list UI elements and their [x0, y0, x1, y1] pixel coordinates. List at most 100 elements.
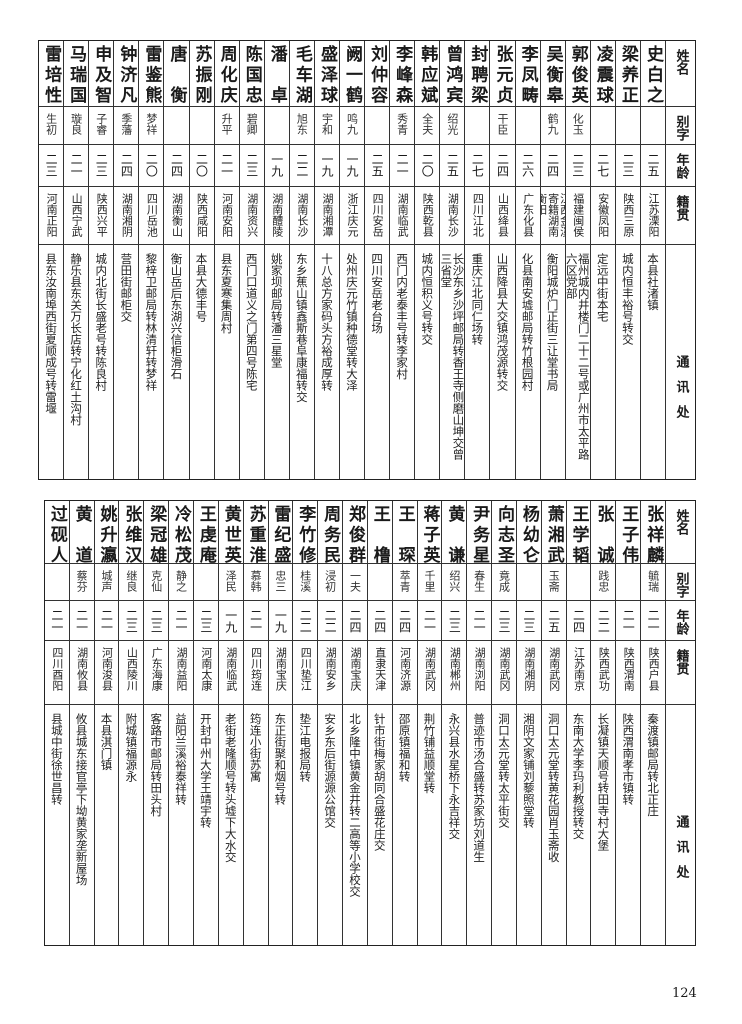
person-age-cell: 二四 [367, 601, 392, 641]
person-address-cell: 衡阳城炉门正街三让堂书局 [541, 245, 565, 479]
person-alias: 克仙 [149, 570, 163, 592]
person-age: 二三 [244, 153, 259, 177]
person-address: 湘阴文家铺刘藜照堂转 [521, 713, 536, 828]
person-age-cell: 二二 [293, 601, 318, 641]
person-name: 向志圣 [494, 505, 515, 563]
header-address-label: 通讯处 [673, 355, 689, 430]
person-address-cell: 永兴县水星桥下永吉祥交 [442, 705, 466, 945]
person-age-cell: 二三 [119, 601, 144, 641]
person-native-place: 陕西武功 [597, 647, 611, 691]
person-column: 凌震球 二七 安徽凤阳 定远中街本宅 [589, 41, 615, 479]
person-name-cell: 韩应斌 [415, 41, 440, 107]
person-alias-cell: 化玉 [565, 107, 590, 145]
person-column: 刘仲容 二五 四川安岳 四川安岳老台场 [364, 41, 390, 479]
person-address-cell: 重庆江北同仁场转 [465, 245, 489, 479]
person-native-place: 河南安阳 [220, 193, 234, 237]
person-native-place: 湖南武冈 [547, 647, 561, 691]
person-native-place-cell: 福建闽侯 [565, 187, 590, 245]
person-column: 张维汉 继良 二三 山西陵川 附城镇福源永 [118, 501, 144, 945]
person-alias-cell: 季藩 [114, 107, 139, 145]
person-age-cell: 二一 [467, 601, 492, 641]
person-name-cell: 周务民 [318, 501, 343, 564]
person-address-cell: 开封中州大学王靖宇转 [194, 705, 218, 945]
person-alias-cell [615, 107, 640, 145]
person-native-place: 湖南武冈 [498, 647, 512, 691]
person-name-cell: 李峰森 [390, 41, 415, 107]
person-name: 郭俊英 [567, 45, 588, 103]
header-name-label-cell: 姓名 [666, 501, 695, 564]
person-address-cell: 姚家坝邮局转潘三星堂 [265, 245, 289, 479]
person-address: 垫江电报局转 [298, 713, 313, 782]
person-name-cell: 蒋子英 [417, 501, 442, 564]
person-age: 二三 [447, 609, 462, 633]
person-address-cell: 针市街梅家胡同合盛花庄交 [368, 705, 392, 945]
person-name-cell: 王子伟 [616, 501, 641, 564]
person-native-place: 陕西乾县 [421, 193, 435, 237]
person-alias-cell: 升平 [214, 107, 239, 145]
person-alias-cell: 克仙 [144, 564, 169, 601]
person-alias: 泽民 [224, 570, 238, 592]
person-alias: 浸初 [323, 570, 337, 592]
person-column: 苏重淮 慕韩 二一 四川筠连 筠连小街苏寓 [242, 501, 268, 945]
person-age: 二一 [74, 609, 89, 633]
person-alias-cell: 全夫 [415, 107, 440, 145]
person-native-place-cell: 江西金溪寄籍湖南衡阳 [540, 187, 565, 245]
person-alias-cell: 毓瑞 [641, 564, 665, 601]
person-native-place-cell: 湖南临武 [218, 641, 243, 705]
person-name-cell: 凌震球 [590, 41, 615, 107]
person-column: 申及智 子睿 二三 陕西兴平 城内北街长盛老号转陈良村 [88, 41, 114, 479]
person-address-cell: 长沙东乡沙坪邮局转香王寺侧磨山坤交曾三省堂 [440, 245, 464, 479]
person-alias-cell: 干臣 [490, 107, 515, 145]
person-native-place-cell: 陕西乾县 [415, 187, 440, 245]
person-name-cell: 过砚人 [44, 501, 69, 564]
person-native-place: 湖南宝庆 [274, 647, 288, 691]
person-alias: 璇良 [69, 113, 83, 135]
person-alias: 干臣 [495, 113, 509, 135]
header-column: 姓名 别字 年龄 籍贯 通讯处 [665, 41, 695, 479]
person-address: 益阳兰溪裕泰祥转 [174, 713, 189, 805]
person-name-cell: 黄谦 [442, 501, 467, 564]
header-alias-label-cell: 别字 [666, 564, 695, 601]
person-address: 城内恒丰裕号转交 [620, 253, 635, 345]
person-name: 蒋子英 [419, 505, 440, 563]
person-address: 西门内老泰丰号转李家村 [395, 253, 410, 380]
person-name: 申及智 [91, 45, 112, 103]
person-alias-cell: 生初 [39, 107, 64, 145]
person-alias-cell: 静之 [169, 564, 193, 601]
person-native-place: 陕西兴平 [95, 193, 109, 237]
person-native-place-cell: 四川垫江 [293, 641, 318, 705]
person-alias: 生初 [44, 113, 58, 135]
person-address-cell: 定远中街本宅 [591, 245, 615, 479]
person-name: 黄道 [71, 505, 92, 563]
person-name: 梁冠雄 [146, 505, 167, 563]
person-age: 一九 [269, 153, 284, 177]
person-address-cell: 县东汝南埠西街夏顺成号转雷堰 [39, 245, 63, 479]
person-address-cell: 陕西渭南孝市镇转 [616, 705, 640, 945]
person-age: 二五 [370, 153, 385, 177]
person-native-place: 湖南湘潭 [320, 193, 334, 237]
person-native-place-cell: 江苏南京 [566, 641, 591, 705]
person-alias: 忠三 [273, 570, 287, 592]
header-name-label: 姓名 [673, 49, 689, 75]
person-age: 一九 [223, 609, 238, 633]
person-native-place: 湖南临武 [396, 193, 410, 237]
person-alias: 玉斋 [547, 570, 561, 592]
person-address-cell: 邵原镇福和转 [393, 705, 417, 945]
person-age-cell: 一九 [314, 145, 339, 187]
person-native-place-cell: 湖南武冈 [541, 641, 566, 705]
person-alias: 一夫 [348, 570, 362, 592]
person-name: 雷纪盛 [270, 505, 291, 563]
person-native-place-cell: 湖南湘潭 [314, 187, 339, 245]
person-age: 二三 [620, 153, 635, 177]
person-age-cell: 二三 [144, 601, 169, 641]
person-address-cell: 十八总方家码头方裕成厚转 [315, 245, 339, 479]
person-native-place: 湖南攸县 [75, 647, 89, 691]
person-address: 定远中街本宅 [595, 253, 610, 322]
person-alias-cell: 鹤九 [540, 107, 565, 145]
person-column: 郑俊群 一夫 二四 湖南宝庆 北乡隆中镇黄金井转二高等小学校交 [342, 501, 367, 945]
person-name-cell: 黄道 [69, 501, 94, 564]
person-name: 雷鉴熊 [141, 45, 162, 103]
person-native-place: 湖南衡山 [170, 193, 184, 237]
person-native-place: 湖南湘阴 [522, 647, 536, 691]
person-age-cell: 二二 [289, 145, 314, 187]
